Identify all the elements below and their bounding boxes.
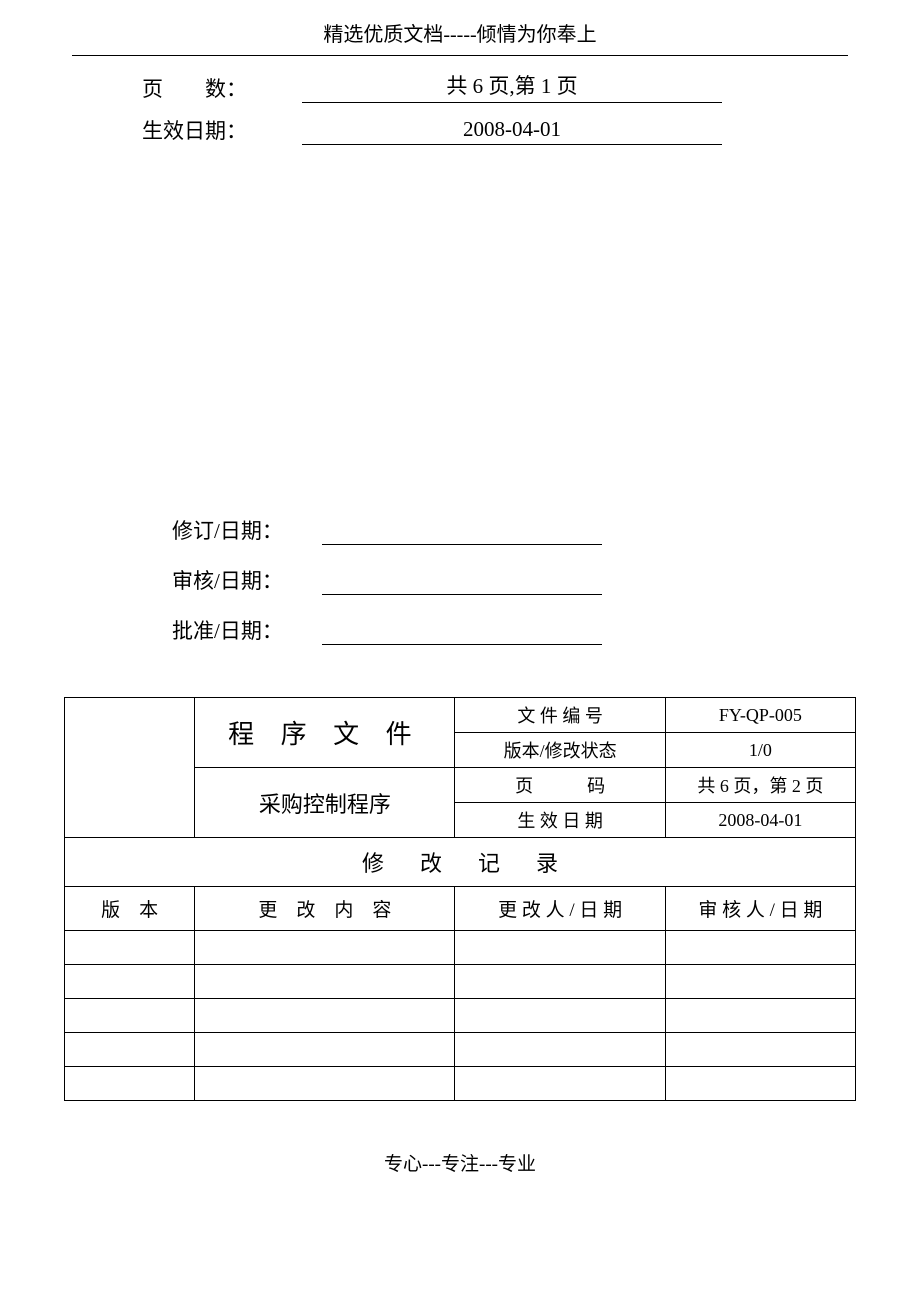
table-row (65, 965, 856, 999)
approve-label: 批准/日期： (172, 615, 322, 645)
effective-label: 生效日期： (142, 115, 302, 145)
table-header-row: 版 本 更 改 内 容 更 改 人 / 日 期 审 核 人 / 日 期 (65, 887, 856, 931)
revise-label: 修订/日期： (172, 515, 322, 545)
col-change: 更 改 内 容 (195, 887, 455, 931)
document-table: 程 序 文 件 文 件 编 号 FY-QP-005 版本/修改状态 1/0 采购… (64, 697, 856, 1101)
kv-val: FY-QP-005 (665, 698, 855, 733)
col-version: 版 本 (65, 887, 195, 931)
sig-row-approve: 批准/日期： (172, 615, 920, 645)
table-row (65, 931, 856, 965)
footer-text: 专心---专注---专业 (384, 1154, 536, 1175)
table-row: 修改记录 (65, 838, 856, 887)
page-header: 精选优质文档-----倾情为你奉上 (0, 0, 920, 55)
page-footer: 专心---专注---专业 (0, 1149, 920, 1176)
approve-line (322, 623, 602, 645)
col-changer: 更 改 人 / 日 期 (455, 887, 665, 931)
record-title: 修改记录 (65, 838, 856, 887)
pages-label: 页 数： (142, 73, 302, 103)
col-reviewer: 审 核 人 / 日 期 (665, 887, 855, 931)
revise-line (322, 523, 602, 545)
table-row (65, 1067, 856, 1101)
kv-key: 生 效 日 期 (455, 803, 665, 838)
program-file-title: 程 序 文 件 (195, 698, 455, 768)
kv-key: 页 码 (455, 768, 665, 803)
sig-row-review: 审核/日期： (172, 565, 920, 595)
logo-cell (65, 698, 195, 838)
kv-key: 文 件 编 号 (455, 698, 665, 733)
effective-value: 2008-04-01 (302, 117, 722, 145)
signature-block: 修订/日期： 审核/日期： 批准/日期： (172, 515, 920, 645)
table-row: 程 序 文 件 文 件 编 号 FY-QP-005 (65, 698, 856, 733)
kv-val: 共 6 页，第 2 页 (665, 768, 855, 803)
kv-key: 版本/修改状态 (455, 733, 665, 768)
review-line (322, 573, 602, 595)
table-row (65, 1033, 856, 1067)
document-page: 精选优质文档-----倾情为你奉上 页 数： 共 6 页,第 1 页 生效日期：… (0, 0, 920, 1176)
header-title: 精选优质文档-----倾情为你奉上 (323, 24, 596, 46)
pages-value: 共 6 页,第 1 页 (302, 70, 722, 103)
review-label: 审核/日期： (172, 565, 322, 595)
proc-name: 采购控制程序 (195, 768, 455, 838)
sig-row-revise: 修订/日期： (172, 515, 920, 545)
kv-val: 1/0 (665, 733, 855, 768)
table-row (65, 999, 856, 1033)
header-rule (72, 55, 848, 56)
meta-row-pages: 页 数： 共 6 页,第 1 页 (142, 70, 920, 103)
meta-block: 页 数： 共 6 页,第 1 页 生效日期： 2008-04-01 (142, 70, 920, 145)
kv-val: 2008-04-01 (665, 803, 855, 838)
meta-row-effective: 生效日期： 2008-04-01 (142, 115, 920, 145)
